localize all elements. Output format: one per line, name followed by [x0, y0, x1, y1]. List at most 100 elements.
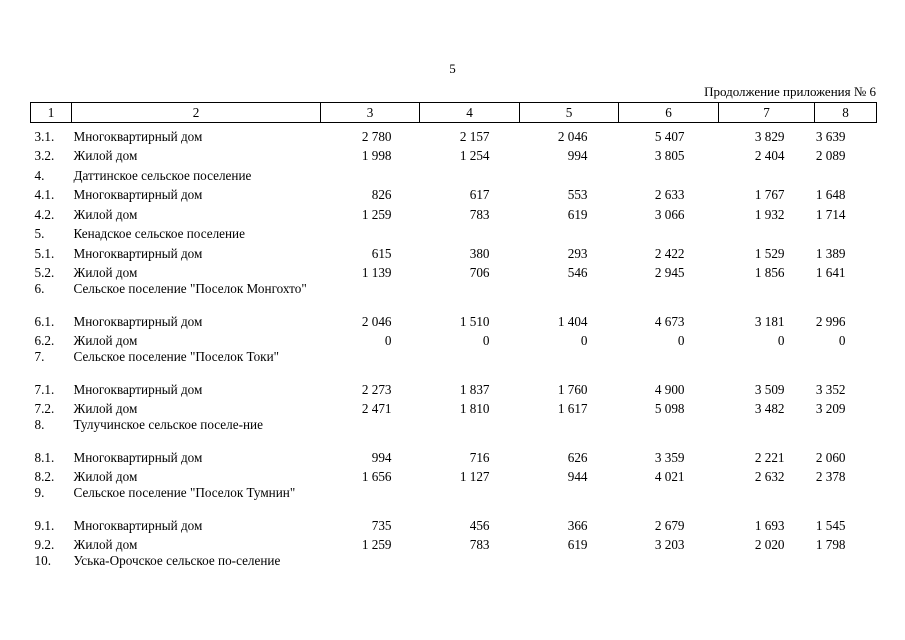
value-cell-col-5: 293: [567, 245, 588, 261]
value-cell-col-5: 619: [567, 206, 588, 222]
value-cell-col-5: 626: [567, 449, 588, 465]
appendix-continuation-label: Продолжение приложения № 6: [704, 84, 876, 99]
value-cell-col-4: 1 510: [459, 313, 490, 329]
table-row: 6.1. Многоквартирный дом 2 046 1 510 1 404 4 …: [31, 308, 877, 328]
value-cell-col-7: 2 221: [754, 449, 785, 465]
table-row: 7.1. Многоквартирный дом 2 273 1 837 1 760 4 …: [31, 376, 877, 396]
value-cell-col-4: 783: [469, 537, 490, 552]
value-cell-col-4: 1 837: [459, 381, 490, 397]
row-number: 9.1.: [34, 517, 55, 533]
value-cell-col-7: 3 482: [754, 401, 785, 416]
table-row: 8.2. Жилой дом 1 656 1 127 944 4 021 2 632 2 37…: [31, 464, 877, 484]
table-row: 4.2. Жилой дом 1 259 783 619 3 066 1 932 1 714: [31, 201, 877, 221]
value-cell-col-6: 3 203: [654, 537, 685, 552]
value-cell-col-4: 617: [469, 187, 490, 202]
empty-cell: [815, 483, 877, 512]
value-cell-col-6: 3 359: [654, 449, 685, 465]
empty-cell: [719, 279, 815, 308]
value-cell-col-4: 456: [469, 517, 490, 533]
row-name: Жилой дом: [73, 401, 138, 416]
value-cell-col-8: 3 352: [815, 381, 846, 397]
empty-cell: [321, 483, 420, 512]
row-number: 7.2.: [34, 401, 55, 416]
row-number: 10.: [34, 553, 51, 568]
header-cell-6: 6: [618, 102, 719, 123]
row-name: Жилой дом: [73, 265, 138, 280]
header-cell-7: 7: [718, 102, 815, 123]
value-cell-col-3: 994: [371, 449, 392, 465]
value-cell-col-3: 0: [384, 333, 392, 348]
row-name: Многоквартирный дом: [73, 517, 203, 533]
row-number: 6.1.: [34, 313, 55, 329]
row-number: 8.1.: [34, 449, 55, 465]
table-row: 3.2. Жилой дом 1 998 1 254 994 3 805 2 404 2 08…: [31, 143, 877, 163]
empty-cell: [520, 162, 619, 182]
header-row: 1 2 3 4 5 6 7 8: [30, 102, 877, 123]
row-number: 7.: [34, 349, 45, 364]
empty-cell: [719, 415, 815, 444]
section-name: Тулучинское сельское поселе-ние: [73, 417, 263, 432]
empty-cell: [520, 279, 619, 308]
empty-cell: [321, 551, 420, 580]
table-row: 3.1. Многоквартирный дом 2 780 2 157 2 046 5 …: [31, 123, 877, 144]
value-cell-col-7: 1 529: [754, 245, 785, 261]
empty-cell: [719, 483, 815, 512]
value-cell-col-7: 2 632: [754, 469, 785, 484]
section-row: 6. Сельское поселение "Поселок Монгохто": [31, 279, 877, 308]
value-cell-col-6: 5 098: [654, 401, 685, 416]
row-name: Жилой дом: [73, 333, 138, 348]
section-name: Даттинское сельское поселение: [73, 167, 252, 183]
value-cell-col-4: 2 157: [459, 128, 490, 144]
value-cell-col-3: 1 998: [361, 148, 392, 163]
empty-cell: [520, 347, 619, 376]
value-cell-col-7: 3 829: [754, 128, 785, 144]
value-cell-col-4: 0: [482, 333, 490, 348]
empty-cell: [815, 347, 877, 376]
value-cell-col-4: 380: [469, 245, 490, 261]
section-row: 8. Тулучинское сельское поселе-ние: [31, 415, 877, 444]
value-cell-col-3: 1 139: [361, 265, 392, 280]
empty-cell: [420, 347, 520, 376]
table-row: 7.2. Жилой дом 2 471 1 810 1 617 5 098 3 482 3 …: [31, 396, 877, 416]
row-number: 9.: [34, 485, 45, 500]
value-cell-col-7: 2 404: [754, 148, 785, 163]
value-cell-col-7: 1 767: [754, 187, 785, 202]
value-cell-col-4: 783: [469, 206, 490, 222]
empty-cell: [420, 483, 520, 512]
empty-cell: [719, 347, 815, 376]
value-cell-col-3: 826: [371, 187, 392, 202]
row-number: 8.2.: [34, 469, 55, 484]
section-name: Уська-Орочское сельское по-селение: [73, 553, 281, 568]
section-row: 5. Кенадское сельское поселение: [31, 221, 877, 241]
row-name: Многоквартирный дом: [73, 313, 203, 329]
value-cell-col-3: 2 046: [361, 313, 392, 329]
section-row: 10. Уська-Орочское сельское по-селение: [31, 551, 877, 580]
value-cell-col-7: 1 693: [754, 517, 785, 533]
empty-cell: [321, 347, 420, 376]
value-cell-col-6: 4 673: [654, 313, 685, 329]
row-number: 7.1.: [34, 381, 55, 397]
empty-cell: [719, 162, 815, 182]
value-cell-col-5: 2 046: [557, 128, 588, 144]
section-name: Сельское поселение "Поселок Тумнин": [73, 485, 296, 500]
row-name: Жилой дом: [73, 148, 138, 163]
empty-cell: [321, 279, 420, 308]
value-cell-col-5: 0: [580, 333, 588, 348]
section-name: Сельское поселение "Поселок Монгохто": [73, 281, 307, 296]
empty-cell: [619, 415, 719, 444]
table-row: 5.2. Жилой дом 1 139 706 546 2 945 1 856 1 641: [31, 260, 877, 280]
empty-cell: [420, 279, 520, 308]
value-cell-col-7: 2 020: [754, 537, 785, 552]
empty-cell: [321, 162, 420, 182]
row-name: Многоквартирный дом: [73, 128, 203, 144]
header-cell-2: 2: [71, 102, 321, 123]
table-row: 6.2. Жилой дом 0 0 0 0 0 0: [31, 328, 877, 348]
row-number: 8.: [34, 417, 45, 432]
value-cell-col-5: 366: [567, 517, 588, 533]
value-cell-col-5: 546: [567, 265, 588, 280]
value-cell-col-3: 1 656: [361, 469, 392, 484]
value-cell-col-6: 3 066: [654, 206, 685, 222]
empty-cell: [619, 483, 719, 512]
empty-cell: [321, 221, 420, 241]
value-cell-col-8: 1 641: [815, 265, 846, 280]
